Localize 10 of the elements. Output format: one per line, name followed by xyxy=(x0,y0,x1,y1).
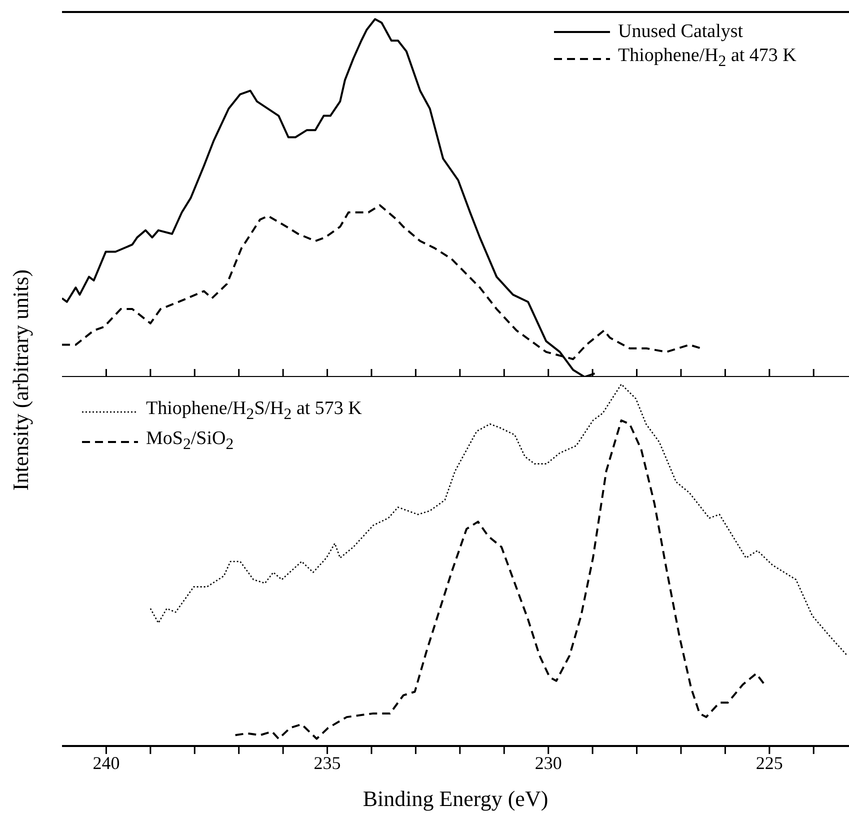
y-axis-title: Intensity (arbitrary units) xyxy=(8,269,33,491)
x-tick-label: 225 xyxy=(756,752,783,773)
x-tick-label: 235 xyxy=(314,752,341,773)
x-tick-label: 240 xyxy=(92,752,120,773)
legend-label: Unused Catalyst xyxy=(618,20,744,44)
legend-label: MoS$_{2}$/SiO$_{2}$ xyxy=(146,426,234,455)
legend-label: Thiophene/H$_{2}$ at 473 K xyxy=(618,44,796,72)
x-axis-title: Binding Energy (eV) xyxy=(362,786,548,811)
legend-label: Thiophene/H$_{2}$S/H$_{2}$ at 573 K xyxy=(146,397,362,425)
x-tick-label: 230 xyxy=(534,752,562,773)
